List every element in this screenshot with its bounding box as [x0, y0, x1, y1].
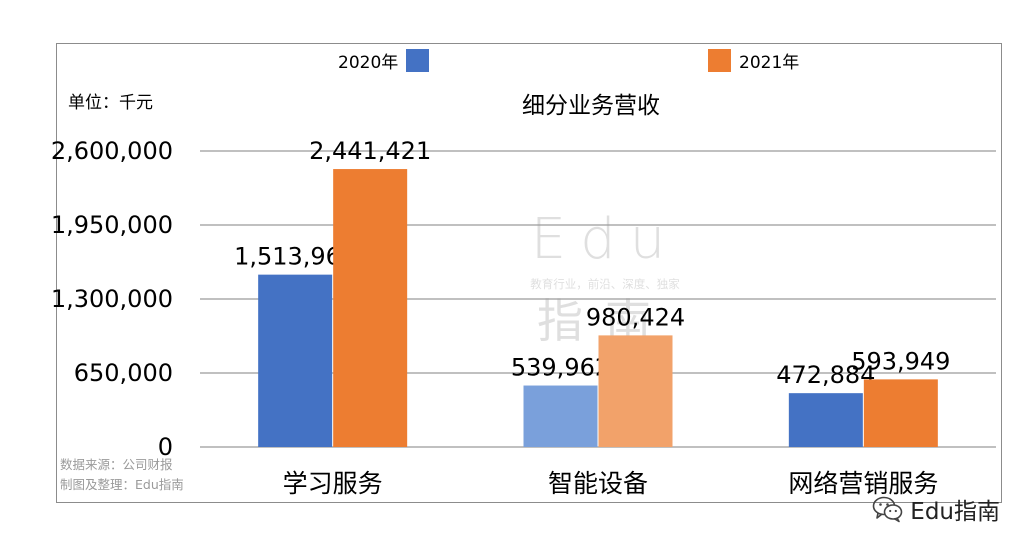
brand-badge: Edu指南	[872, 492, 1000, 526]
y-tick-label: 2,600,000	[51, 137, 173, 165]
source-line-credit: 制图及整理：Edu指南	[60, 477, 184, 492]
source-line-data: 数据来源：公司财报	[60, 457, 173, 472]
unit-label: 单位：千元	[68, 93, 153, 113]
x-category-label: 网络营销服务	[788, 469, 938, 498]
wechat-icon	[872, 496, 903, 523]
bar-2020	[523, 385, 598, 447]
x-category-label: 智能设备	[548, 469, 648, 498]
y-tick-label: 650,000	[74, 359, 173, 387]
chart-title: 细分业务营收	[522, 93, 660, 119]
data-label: 472,884	[776, 361, 875, 389]
legend-item-2021: 2021年	[708, 47, 799, 73]
data-label: 593,949	[851, 347, 950, 375]
bar-2021	[598, 335, 673, 447]
data-label: 980,424	[586, 303, 685, 331]
bar-2021	[863, 379, 938, 447]
source-note: 数据来源：公司财报 制图及整理：Edu指南	[60, 455, 184, 495]
bar-2021	[333, 169, 408, 448]
brand-text: Edu指南	[910, 499, 1000, 525]
watermark-tagline: 教育行业，前沿、深度、独家	[530, 277, 680, 291]
bar-2020	[258, 274, 333, 447]
legend-label-2020: 2020年	[338, 52, 399, 73]
bar-2020	[788, 393, 863, 447]
legend-label-2021: 2021年	[739, 52, 800, 73]
data-label: 2,441,421	[309, 137, 431, 165]
x-category-label: 学习服务	[283, 469, 383, 498]
legend-swatch-2021	[708, 48, 731, 72]
y-tick-label: 1,950,000	[51, 211, 173, 239]
y-tick-label: 1,300,000	[51, 285, 173, 313]
y-tick-label: 0	[158, 433, 173, 461]
legend-item-2020: 2020年	[338, 47, 430, 73]
watermark-edu-text: Edu	[530, 207, 680, 272]
legend-swatch-2020	[406, 48, 430, 72]
data-label: 539,962	[511, 354, 610, 382]
